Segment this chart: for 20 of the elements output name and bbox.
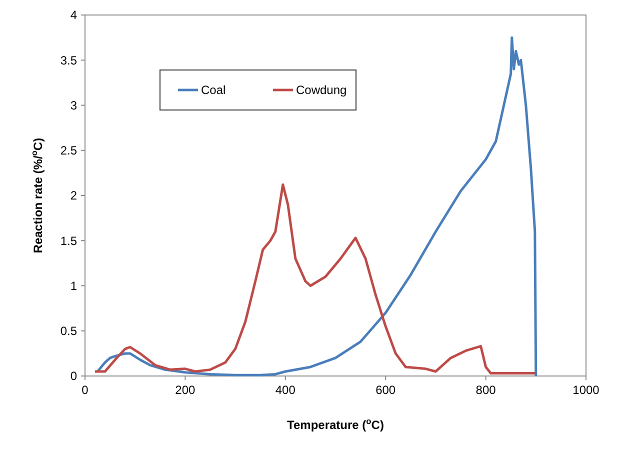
line-series — [96, 36, 538, 378]
y-tick-label: 0.5 — [60, 324, 78, 338]
x-tick-label: 0 — [82, 383, 89, 397]
x-tick-label: 200 — [175, 383, 196, 397]
x-tick-label: 600 — [376, 383, 396, 397]
y-tick-label: 4 — [70, 8, 78, 22]
y-tick-label: 2 — [70, 188, 78, 203]
y-tick-label: 2.5 — [60, 144, 78, 158]
line-series — [94, 183, 538, 375]
y-tick-label: 1 — [70, 278, 78, 293]
legend-label: Cowdung — [296, 83, 347, 98]
y-tick-label: 3.5 — [60, 53, 78, 68]
x-tick-label: 1000 — [572, 383, 600, 397]
y-tick-label: 3 — [70, 98, 78, 112]
legend-label: Coal — [201, 83, 226, 98]
x-axis-title: Temperature ($^{o}$C) — [287, 416, 384, 432]
y-tick-label: 0 — [70, 369, 78, 384]
x-tick-label: 400 — [275, 383, 296, 397]
y-tick-label: 1.5 — [60, 234, 78, 248]
x-tick-label: 800 — [476, 383, 496, 397]
